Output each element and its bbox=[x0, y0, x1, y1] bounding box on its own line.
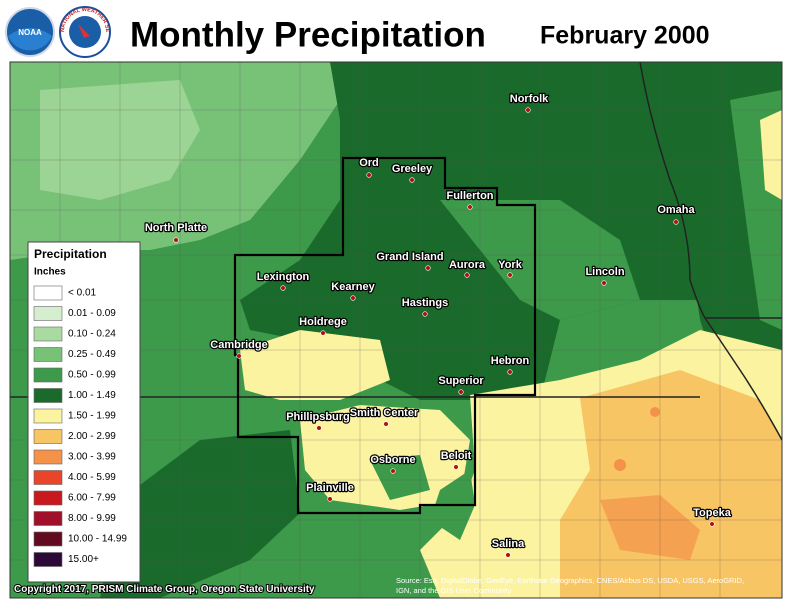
legend-swatch bbox=[33, 347, 63, 362]
city-dot bbox=[236, 353, 242, 359]
city-label: Phillipsburg bbox=[286, 411, 350, 423]
legend-label: 4.00 - 5.99 bbox=[68, 472, 116, 483]
city-dot bbox=[316, 425, 322, 431]
legend-title: Precipitation bbox=[34, 247, 107, 261]
legend-label: < 0.01 bbox=[68, 288, 97, 299]
city-dot bbox=[507, 369, 513, 375]
legend-label: 8.00 - 9.99 bbox=[68, 513, 116, 524]
legend-label: 15.00+ bbox=[68, 554, 99, 565]
city-dot bbox=[366, 172, 372, 178]
legend-swatch bbox=[33, 408, 63, 424]
city-label: Topeka bbox=[693, 507, 732, 519]
legend-unit: Inches bbox=[34, 267, 66, 278]
copyright: Copyright 2017, PRISM Climate Group, Ore… bbox=[14, 584, 315, 595]
legend-swatch bbox=[33, 285, 63, 301]
city-label: Smith Center bbox=[350, 407, 419, 419]
city-label: Fullerton bbox=[446, 190, 493, 202]
city-label: Kearney bbox=[331, 281, 375, 293]
city-dot bbox=[173, 237, 179, 243]
legend-label: 1.50 - 1.99 bbox=[68, 411, 116, 422]
city-dot bbox=[383, 421, 389, 427]
legend-swatch bbox=[33, 490, 63, 506]
city-dot bbox=[409, 177, 415, 183]
city-dot bbox=[350, 295, 356, 301]
city-label: Cambridge bbox=[210, 339, 267, 351]
city-label: Norfolk bbox=[510, 93, 549, 105]
city-label: Superior bbox=[438, 375, 484, 387]
city-label: Omaha bbox=[657, 204, 695, 216]
city-dot bbox=[320, 330, 326, 336]
legend-swatch bbox=[33, 531, 63, 547]
city-dot bbox=[280, 285, 286, 291]
legend-label: 1.00 - 1.49 bbox=[68, 390, 116, 401]
city-dot bbox=[709, 521, 715, 527]
source-line: IGN, and the GIS User Community bbox=[396, 586, 512, 595]
city-label: Aurora bbox=[449, 259, 486, 271]
legend-label: 0.25 - 0.49 bbox=[68, 349, 116, 360]
legend-swatch bbox=[33, 326, 63, 342]
legend-swatch bbox=[33, 449, 63, 465]
city-label: Hastings bbox=[402, 297, 448, 309]
legend-swatch bbox=[33, 429, 63, 444]
city-label: Greeley bbox=[392, 163, 433, 175]
legend-swatch bbox=[33, 511, 63, 526]
title: Monthly Precipitation bbox=[130, 15, 486, 54]
city-dot bbox=[525, 107, 531, 113]
city-label: York bbox=[498, 259, 523, 271]
legend: Precipitation Inches < 0.01 0.01 - 0.09 0.… bbox=[27, 241, 141, 583]
legend-label: 10.00 - 14.99 bbox=[68, 534, 127, 545]
legend-swatch bbox=[33, 552, 63, 567]
cities: Norfolk Ord Greeley Fullerton Omaha North Pla… bbox=[144, 92, 733, 558]
legend-label: 0.01 - 0.09 bbox=[68, 308, 116, 319]
legend-swatch bbox=[33, 367, 63, 383]
city-dot bbox=[507, 272, 513, 278]
city-dot bbox=[601, 280, 607, 286]
city-dot bbox=[327, 496, 333, 502]
city-label: Holdrege bbox=[299, 316, 347, 328]
legend-label: 0.50 - 0.99 bbox=[68, 370, 116, 381]
date: February 2000 bbox=[540, 22, 710, 50]
city-dot bbox=[673, 219, 679, 225]
city-dot bbox=[458, 389, 464, 395]
city-dot bbox=[422, 311, 428, 317]
legend-swatch bbox=[33, 470, 63, 485]
legend-label: 6.00 - 7.99 bbox=[68, 493, 116, 504]
city-label: Lincoln bbox=[585, 266, 624, 278]
city-dot bbox=[453, 464, 459, 470]
noaa-logo: NOAA bbox=[5, 7, 55, 57]
city-dot bbox=[464, 272, 470, 278]
city-label: North Platte bbox=[145, 222, 207, 234]
city-label: Plainville bbox=[306, 482, 354, 494]
city-label: Ord bbox=[359, 157, 379, 169]
legend-swatch bbox=[33, 306, 63, 321]
noaa-text: NOAA bbox=[18, 28, 42, 37]
city-label: Grand Island bbox=[376, 251, 443, 263]
city-label: Beloit bbox=[441, 450, 472, 462]
city-label: Lexington bbox=[257, 271, 310, 283]
city-label: Osborne bbox=[370, 454, 415, 466]
legend-label: 0.10 - 0.24 bbox=[68, 329, 116, 340]
legend-label: 2.00 - 2.99 bbox=[68, 431, 116, 442]
legend-label: 3.00 - 3.99 bbox=[68, 452, 116, 463]
source-line: Source: Esri, DigitalGlobe, GeoEye, Eart… bbox=[396, 576, 744, 585]
city-dot bbox=[505, 552, 511, 558]
city-dot bbox=[390, 468, 396, 474]
city-dot bbox=[467, 204, 473, 210]
city-label: Salina bbox=[492, 538, 525, 550]
city-label: Hebron bbox=[491, 355, 530, 367]
legend-swatch bbox=[33, 388, 63, 403]
city-dot bbox=[425, 265, 431, 271]
